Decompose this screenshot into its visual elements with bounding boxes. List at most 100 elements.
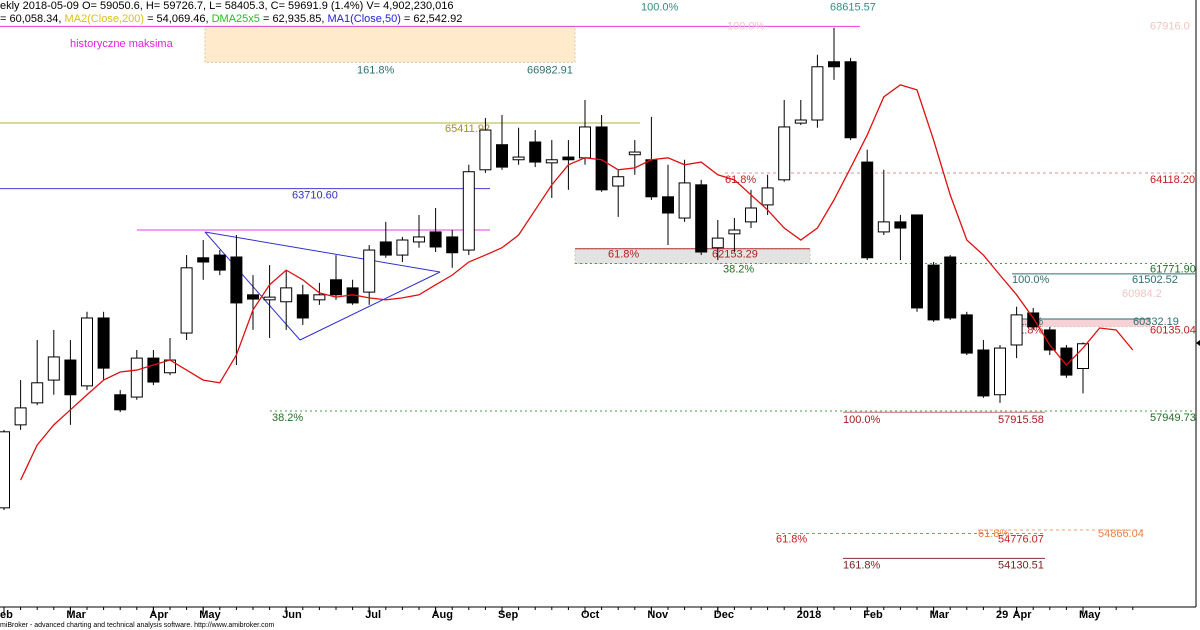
level-label: 67916.0 [1150,20,1190,32]
candle-body [861,161,874,259]
candle-body [778,126,791,181]
candle-body [1060,347,1073,376]
candle-body [363,249,376,293]
candle-body [330,279,342,296]
candle-body [230,256,243,304]
candle-body [379,241,392,256]
candle-body [114,394,127,411]
level-ratio: 38.2% [723,263,754,275]
indicator-text: = 60,058.34, [0,13,65,25]
candle-body [64,359,77,396]
candle-body [595,126,608,191]
candle-body [313,294,326,301]
x-tick-label: Jun [282,609,302,621]
candle-body [296,294,309,319]
indicator-text: DMA25x5 [212,13,260,25]
candle-body [562,156,575,161]
level-ratio: 161.8% [843,559,881,571]
candle-body [462,171,475,251]
candle-body [197,257,210,263]
level-ratio: 61.8% [608,249,639,261]
candle-body [1043,329,1056,351]
level-ratio: 100.0% [727,20,765,32]
level-ratio: 61.8% [978,528,1009,540]
candle-body [960,314,973,354]
level-label: 54130.51 [998,559,1044,571]
ma-line [20,84,1134,481]
level-label: 60332.19 [1133,316,1179,328]
x-tick-label: 2018 [797,609,821,621]
indicator-text: MA1(Close,50) [328,13,401,25]
header: ekly 2018-05-09 O= 59050.6, H= 59726.7, … [0,0,453,12]
triangle-line [299,271,441,341]
level-ratio: 100.0% [1012,274,1050,286]
candle-body [811,66,824,121]
candle-body [14,407,27,426]
candle-body [944,256,957,319]
x-tick-label: May [199,609,221,621]
level-label: 62153.29 [712,249,758,261]
candle-body [47,356,60,381]
candle-body [678,182,691,219]
level-label: 61502.52 [1132,274,1178,286]
x-tick-label: Sep [498,609,518,621]
candle-body [0,431,10,509]
x-tick-label: Apr [1013,609,1033,621]
candle-body [745,207,757,223]
level-ratio: 61.8% [725,174,756,186]
level-label: 57949.73 [1150,412,1196,424]
x-tick-label: Aug [432,609,453,621]
candle-body [645,159,658,198]
candle-body [446,236,459,254]
candle-body [280,287,293,303]
candle-body [927,264,940,321]
candle-body [662,196,674,214]
level-label: 66982.91 [527,64,573,76]
candle-body [844,61,857,139]
candle-body [247,294,259,300]
candle-body [1077,343,1089,369]
candle-body [794,119,807,124]
level-label: 63710.60 [292,190,338,202]
candle-body [894,221,907,229]
candle-body [1010,314,1023,346]
candle-body [263,296,276,301]
candle-body [695,184,708,253]
candle-body [877,221,890,233]
candle-body [81,317,93,387]
indicator-text: MA2(Close,200) [65,13,144,25]
candle-body [579,126,591,159]
candle-body [628,151,641,156]
candle-body [496,144,508,168]
indicator-text: = 62,935.85, [260,13,328,25]
annotation: historyczne maksima [70,38,174,50]
x-tick-label: May [1079,609,1101,621]
x-tick-label: Mar [66,609,86,621]
level-label: 60135.04 [1150,325,1196,337]
price-marker [1196,340,1200,346]
candle-body [529,141,542,163]
candle-body [512,156,525,161]
candle-body [97,317,110,369]
triangle-line [204,231,441,273]
candle-body [911,214,923,309]
candle-body [180,267,193,334]
level-label: 54866.04 [1098,528,1144,540]
candle-body [1027,312,1040,328]
level-label: 57915.58 [998,414,1044,426]
candle-body [977,349,990,397]
level-label: 54776.07 [998,533,1044,545]
x-tick-label: 29 [996,609,1008,621]
level-label: 65411.92 [445,123,490,135]
candle-body [147,357,160,383]
candle-body [994,347,1006,396]
level-label: 61771.90 [1150,263,1196,275]
indicator-text: = 62,542.92 [401,13,462,25]
indicator-text: = 54,069.46, [144,13,212,25]
candle-body [31,382,44,404]
x-tick-label: Apr [149,609,169,621]
candle-body [711,237,724,249]
